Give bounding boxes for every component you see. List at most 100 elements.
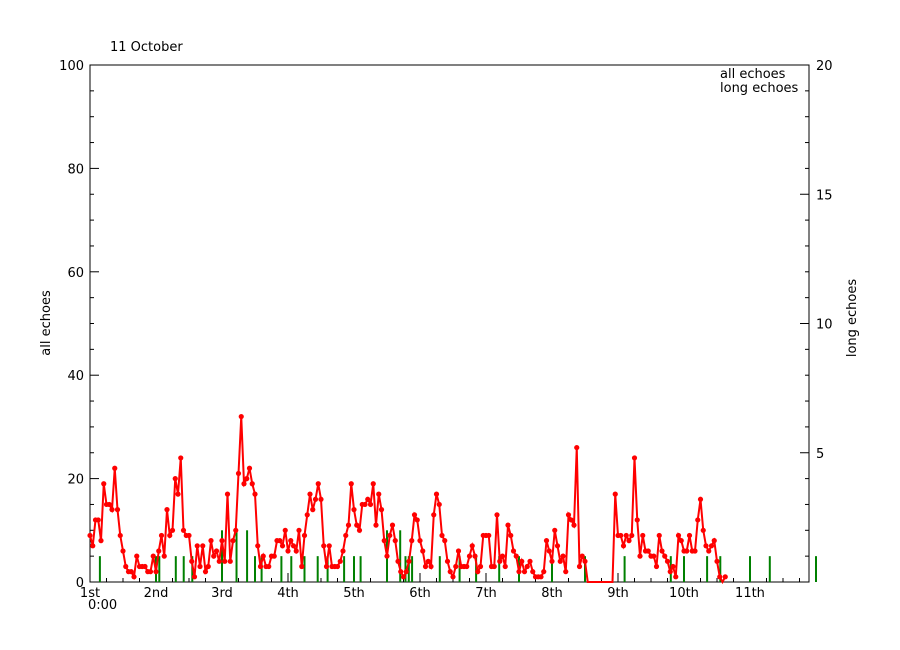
all-echoes-point [370, 481, 376, 487]
all-echoes-point [290, 543, 297, 549]
all-echoes-point [191, 574, 198, 580]
all-echoes-point [197, 563, 203, 570]
y-right-tick-label: 5 [816, 447, 824, 462]
all-echoes-point [425, 558, 431, 564]
all-echoes-point [576, 563, 583, 570]
y-left-tick-label: 100 [59, 59, 84, 74]
all-echoes-point [180, 527, 187, 533]
all-echoes-point [337, 558, 343, 564]
all-echoes-point [299, 563, 305, 570]
all-echoes-path [89, 416, 727, 585]
all-echoes-point [362, 501, 368, 508]
all-echoes-point [629, 532, 635, 539]
all-echoes-point [400, 574, 407, 580]
all-echoes-point [695, 517, 701, 523]
all-echoes-point [345, 522, 352, 528]
all-echoes-point [436, 501, 442, 508]
all-echoes-point [233, 527, 239, 533]
x-tick-label: 6th [409, 586, 431, 601]
all-echoes-point [519, 558, 525, 564]
all-echoes-point [722, 574, 728, 580]
all-echoes-point [711, 538, 717, 544]
all-echoes-point [340, 548, 346, 554]
all-echoes-point [293, 548, 299, 554]
all-echoes-point [409, 538, 415, 544]
all-echoes-point [618, 532, 624, 539]
all-echoes-point [202, 569, 209, 575]
all-echoes-point [686, 532, 693, 539]
x-tick-label: 11th [735, 586, 765, 601]
all-echoes-point [505, 522, 511, 528]
all-echoes-point [186, 532, 192, 539]
all-echoes-point [134, 553, 140, 559]
x-tick-label: 9th [607, 586, 629, 601]
all-echoes-point [466, 553, 473, 559]
all-echoes-point [348, 481, 354, 487]
all-echoes-point [634, 517, 640, 523]
all-echoes-point [447, 569, 453, 575]
all-echoes-point [502, 563, 508, 570]
all-echoes-point [381, 538, 387, 544]
all-echoes-point [574, 444, 580, 451]
all-echoes-point [653, 563, 660, 570]
all-echoes-point [153, 569, 159, 575]
all-echoes-point [194, 543, 200, 549]
all-echoes-point [475, 569, 481, 575]
all-echoes-point [208, 538, 214, 544]
all-echoes-point [494, 512, 500, 518]
all-echoes-point [563, 569, 569, 575]
all-echoes-point [216, 558, 222, 564]
all-echoes-point [541, 569, 547, 575]
all-echoes-point [296, 527, 302, 533]
all-echoes-point [167, 532, 173, 539]
y-left-tick-label: 60 [67, 266, 84, 281]
all-echoes-point [398, 569, 404, 575]
all-echoes-point [513, 553, 519, 559]
all-echoes-point [714, 558, 720, 564]
all-echoes-point [499, 553, 506, 559]
all-echoes-point [538, 574, 544, 580]
all-echoes-point [147, 569, 154, 575]
all-echoes-point [527, 558, 533, 564]
all-echoes-point [112, 465, 118, 471]
all-echoes-point [667, 569, 673, 575]
all-echoes-point [307, 491, 313, 497]
all-echoes-point [444, 558, 451, 564]
all-echoes-point [235, 470, 242, 477]
all-echoes-point [288, 538, 294, 544]
all-echoes-point [403, 569, 409, 575]
x-tick-label: 4th [277, 586, 299, 601]
all-echoes-point [312, 496, 319, 502]
all-echoes-point [285, 548, 291, 554]
all-echoes-point [700, 527, 706, 533]
all-echoes-point [238, 413, 244, 420]
all-echoes-point [246, 465, 253, 471]
all-echoes-point [549, 558, 555, 564]
all-echoes-point [631, 455, 638, 461]
all-echoes-point [169, 527, 176, 533]
all-echoes-point [106, 501, 112, 508]
all-echoes-point [227, 558, 233, 564]
all-echoes-point [656, 532, 662, 539]
all-echoes-point [703, 543, 709, 549]
all-echoes-point [323, 563, 330, 570]
all-echoes-point [128, 569, 134, 575]
all-echoes-point [623, 532, 629, 539]
all-echoes-point [378, 507, 385, 513]
all-echoes-point [222, 558, 228, 564]
x-start-label: 0:00 [88, 598, 117, 613]
all-echoes-point [477, 563, 484, 570]
all-echoes-point [260, 553, 266, 559]
all-echoes-point [356, 527, 363, 533]
all-echoes-point [95, 517, 101, 523]
all-echoes-point [670, 563, 676, 570]
all-echoes-point [510, 548, 517, 554]
all-echoes-point [516, 569, 522, 575]
all-echoes-point [131, 574, 137, 580]
all-echoes-point [450, 574, 456, 580]
all-echoes-point [354, 522, 360, 528]
all-echoes-point [678, 538, 684, 544]
all-echoes-point [524, 563, 530, 570]
all-echoes-point [414, 517, 420, 523]
all-echoes-point [175, 491, 181, 497]
